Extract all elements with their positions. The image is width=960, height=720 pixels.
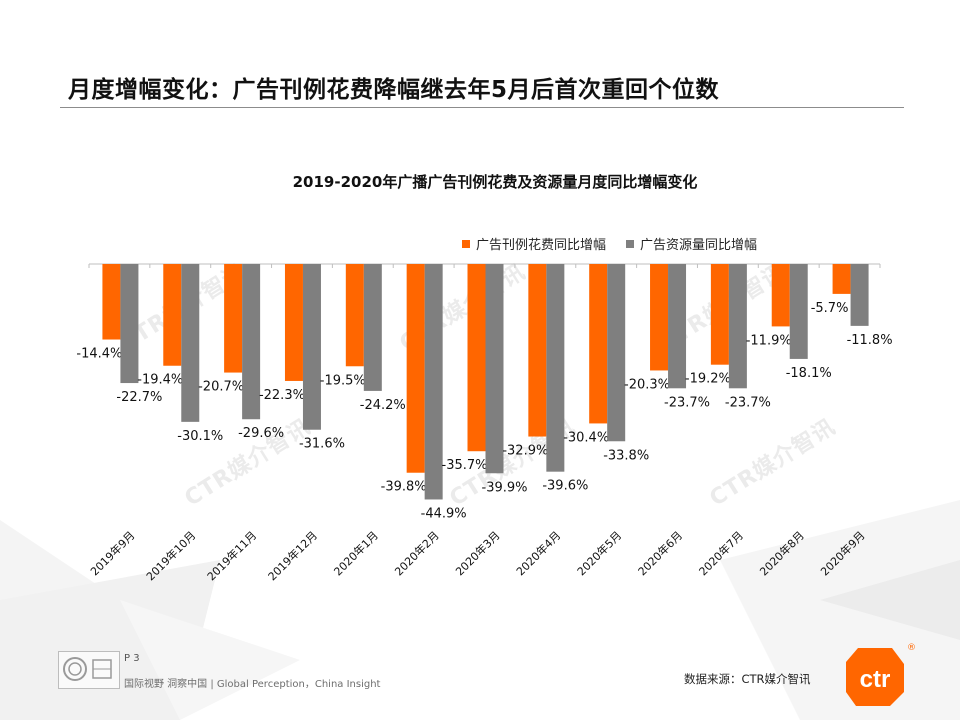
bar-volume xyxy=(728,264,747,389)
data-label-volume: -44.9% xyxy=(421,506,467,521)
bar-volume xyxy=(607,264,626,442)
data-label-spend: -39.8% xyxy=(381,480,427,495)
bar-volume xyxy=(424,264,443,500)
data-label-spend: -32.9% xyxy=(502,444,548,459)
category-label: 2020年6月 xyxy=(635,528,685,578)
bar-spend xyxy=(345,264,364,367)
bar-spend xyxy=(771,264,790,327)
bar-volume xyxy=(850,264,869,326)
legend-item-volume: 广告资源量同比增幅 xyxy=(626,234,757,253)
category-label: 2019年12月 xyxy=(265,528,320,583)
legend-label-spend: 广告刊例花费同比增幅 xyxy=(476,238,607,253)
legend-label-volume: 广告资源量同比增幅 xyxy=(640,238,758,253)
data-label-volume: -29.6% xyxy=(238,426,284,441)
footer-tagline: 国际视野 洞察中国 | Global Perception，China Insi… xyxy=(124,679,381,690)
page-number: P 3 xyxy=(124,653,140,664)
bar-spend xyxy=(528,264,547,437)
bar-spend xyxy=(163,264,182,366)
bar-volume xyxy=(668,264,687,389)
bar-spend xyxy=(832,264,851,294)
legend-swatch-volume xyxy=(626,239,635,248)
bar-volume xyxy=(181,264,200,422)
bar-volume xyxy=(789,264,808,359)
certification-logo xyxy=(58,651,120,689)
category-label: 2020年3月 xyxy=(452,528,502,578)
ctr-logo: ctr xyxy=(846,648,904,706)
chart-legend: 广告刊例花费同比增幅 广告资源量同比增幅 xyxy=(462,234,757,253)
data-label-volume: -11.8% xyxy=(847,333,893,348)
category-label: 2020年7月 xyxy=(696,528,746,578)
data-label-volume: -23.7% xyxy=(725,395,771,410)
data-source: 数据来源：CTR媒介智讯 xyxy=(684,672,811,686)
data-label-volume: -39.9% xyxy=(482,480,528,495)
data-label-spend: -5.7% xyxy=(811,301,849,316)
bar-volume xyxy=(485,264,504,474)
data-label-volume: -23.7% xyxy=(664,395,710,410)
title-divider xyxy=(60,107,904,108)
data-label-spend: -14.4% xyxy=(76,347,122,362)
data-label-spend: -30.4% xyxy=(563,430,609,445)
data-label-spend: -19.2% xyxy=(685,372,731,387)
bar-volume xyxy=(363,264,382,391)
bar-spend xyxy=(284,264,303,381)
legend-item-spend: 广告刊例花费同比增幅 xyxy=(462,234,606,253)
data-label-volume: -18.1% xyxy=(786,366,832,381)
data-label-spend: -20.7% xyxy=(198,380,244,395)
data-label-spend: -35.7% xyxy=(442,458,488,473)
bar-volume xyxy=(120,264,139,384)
bar-spend xyxy=(406,264,425,473)
registered-mark: ® xyxy=(907,643,916,653)
data-label-spend: -22.3% xyxy=(259,388,305,403)
bar-spend xyxy=(467,264,486,452)
data-label-volume: -31.6% xyxy=(299,437,345,452)
data-label-volume: -30.1% xyxy=(177,429,223,444)
data-label-volume: -39.6% xyxy=(542,479,588,494)
chart-title: 2019-2020年广播广告刊例花费及资源量月度同比增幅变化 xyxy=(292,173,698,191)
data-label-spend: -11.9% xyxy=(746,333,792,348)
category-label: 2020年2月 xyxy=(392,528,442,578)
bar-spend xyxy=(224,264,243,373)
data-label-volume: -22.7% xyxy=(116,390,162,405)
data-label-spend: -19.5% xyxy=(320,373,366,388)
category-label: 2019年11月 xyxy=(204,528,259,583)
bar-volume xyxy=(242,264,261,420)
logo-text: ctr xyxy=(860,666,891,693)
category-label: 2020年5月 xyxy=(574,528,624,578)
category-label: 2020年1月 xyxy=(331,528,381,578)
bar-spend xyxy=(710,264,729,365)
category-label: 2020年9月 xyxy=(817,528,867,578)
data-label-spend: -19.4% xyxy=(137,373,183,388)
category-label: 2019年9月 xyxy=(87,528,137,578)
bar-spend xyxy=(589,264,608,424)
category-label: 2019年10月 xyxy=(143,528,198,583)
data-label-volume: -33.8% xyxy=(603,448,649,463)
legend-swatch-spend xyxy=(462,239,470,248)
bar-volume xyxy=(302,264,321,430)
bar-volume xyxy=(546,264,565,472)
bar-spend xyxy=(650,264,669,371)
data-label-spend: -20.3% xyxy=(624,377,670,392)
category-label: 2020年4月 xyxy=(513,528,563,578)
bar-spend xyxy=(102,264,121,340)
data-label-volume: -24.2% xyxy=(360,398,406,413)
page-title: 月度增幅变化：广告刊例花费降幅继去年5月后首次重回个位数 xyxy=(68,77,720,103)
category-label: 2020年8月 xyxy=(757,528,807,578)
